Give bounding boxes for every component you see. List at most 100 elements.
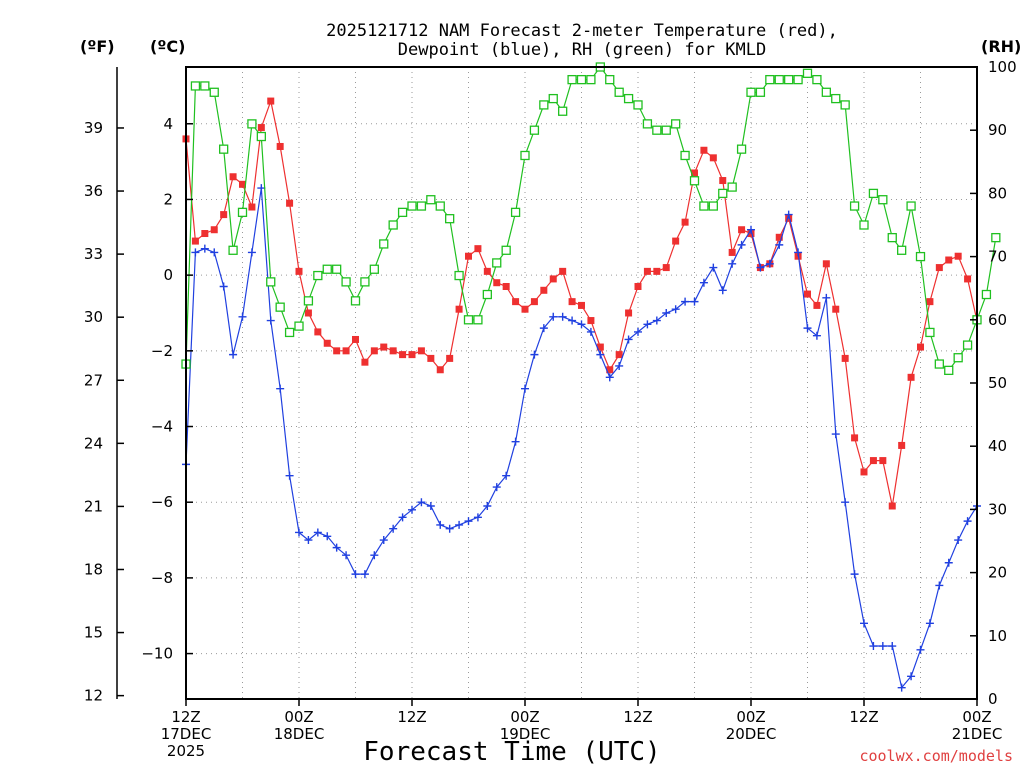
rh-point <box>237 207 248 218</box>
dewpoint-point <box>907 672 916 681</box>
dewpoint-point <box>379 536 388 545</box>
rh-point <box>765 74 775 85</box>
temperature-point <box>879 457 887 465</box>
dewpoint-point <box>257 184 266 193</box>
temperature-point <box>907 373 915 381</box>
temperature-point <box>917 343 924 351</box>
temperature-point <box>512 298 520 306</box>
dewpoint-point <box>521 384 529 393</box>
rh-point <box>859 220 869 230</box>
rh-tick-label: 100 <box>988 58 1017 76</box>
rh-point <box>294 321 304 331</box>
x-tick-label: 00Z <box>736 708 765 726</box>
rh-tick-label: 0 <box>988 690 998 708</box>
rh-point <box>247 119 257 129</box>
temperature-point <box>643 267 651 275</box>
rh-point <box>303 296 314 306</box>
dewpoint-point <box>332 543 341 552</box>
dewpoint-point <box>445 524 454 533</box>
temperature-point <box>436 366 444 374</box>
temperature-point <box>389 347 397 355</box>
temperature-point <box>813 301 821 309</box>
rh-point <box>746 87 756 97</box>
temperature-point <box>304 309 312 317</box>
rh-point <box>793 74 803 85</box>
dewpoint-point <box>483 501 492 510</box>
x-tick-label: 12Z <box>171 708 200 726</box>
dewpoint-point <box>304 536 313 545</box>
temperature-point <box>408 351 416 359</box>
temperature-point <box>653 267 661 275</box>
temperature-point <box>568 298 576 306</box>
rh-point <box>887 232 897 243</box>
x-tick-label: 21DEC <box>952 725 1003 743</box>
celsius-tick-label: −4 <box>151 418 173 436</box>
x-tick-label: 17DEC <box>161 725 212 743</box>
dewpoint-point <box>549 312 558 321</box>
x-tick-label: 12Z <box>623 708 652 726</box>
temperature-point <box>248 203 256 211</box>
temperature-point <box>954 252 962 260</box>
dewpoint-point <box>398 513 407 522</box>
celsius-tick-label: −6 <box>151 493 173 511</box>
dewpoint-point <box>916 645 925 654</box>
dewpoint-point <box>822 293 831 302</box>
dewpoint-point <box>417 498 426 507</box>
dewpoint-point <box>436 520 445 529</box>
rh-point <box>878 195 888 205</box>
rh-point <box>388 220 398 230</box>
fahrenheit-tick-label: 27 <box>84 371 103 389</box>
temperature-point <box>869 457 877 465</box>
temperature-point <box>728 248 736 256</box>
temperature-point <box>738 226 746 234</box>
dewpoint-point <box>963 517 972 526</box>
rh-point <box>539 100 549 110</box>
rh-point <box>708 201 718 211</box>
dewpoint-point <box>558 312 567 321</box>
temperature-point <box>832 305 840 313</box>
rh-point <box>284 327 295 338</box>
right-unit-rh: (RH) <box>981 37 1021 56</box>
fahrenheit-tick-label: 30 <box>84 308 103 326</box>
rh-point <box>661 125 671 135</box>
rh-point <box>623 93 634 104</box>
celsius-tick-label: 2 <box>163 190 173 208</box>
rh-point <box>275 302 285 312</box>
temperature-point <box>672 237 680 245</box>
rh-point <box>576 74 587 85</box>
rh-point <box>313 270 323 281</box>
temperature-point <box>898 441 906 449</box>
dewpoint-point <box>662 308 671 317</box>
dewpoint-point <box>718 286 727 295</box>
temperature-point <box>314 328 322 336</box>
temperature-point <box>926 298 934 306</box>
dewpoint-point <box>238 312 247 321</box>
rh-point <box>510 207 521 218</box>
temperature-point <box>455 305 463 313</box>
temperature-point <box>549 275 557 283</box>
temperature-point <box>559 267 567 275</box>
grid-lines <box>186 67 977 699</box>
rh-point <box>200 81 210 91</box>
rh-point <box>350 296 361 306</box>
dewpoint-point <box>455 520 464 529</box>
celsius-tick-label: 4 <box>163 115 173 133</box>
rh-point <box>190 81 201 91</box>
x-tick-label: 20DEC <box>726 725 777 743</box>
temperature-point <box>493 279 501 287</box>
rh-point <box>802 68 813 78</box>
rh-point <box>341 277 351 287</box>
dewpoint-point <box>200 244 209 253</box>
rh-point <box>463 315 474 325</box>
rh-point <box>473 315 483 325</box>
dewpoint-point <box>210 248 219 257</box>
chart-title-line1: 2025121712 NAM Forecast 2-meter Temperat… <box>326 21 838 41</box>
rh-point <box>736 144 747 154</box>
rh-point <box>925 327 935 338</box>
temperature-point <box>634 282 642 290</box>
rh-point <box>689 176 700 186</box>
celsius-tick-label: 0 <box>163 266 173 284</box>
dewpoint-point <box>219 282 228 291</box>
rh-line <box>185 65 997 372</box>
dewpoint-point <box>831 430 840 439</box>
